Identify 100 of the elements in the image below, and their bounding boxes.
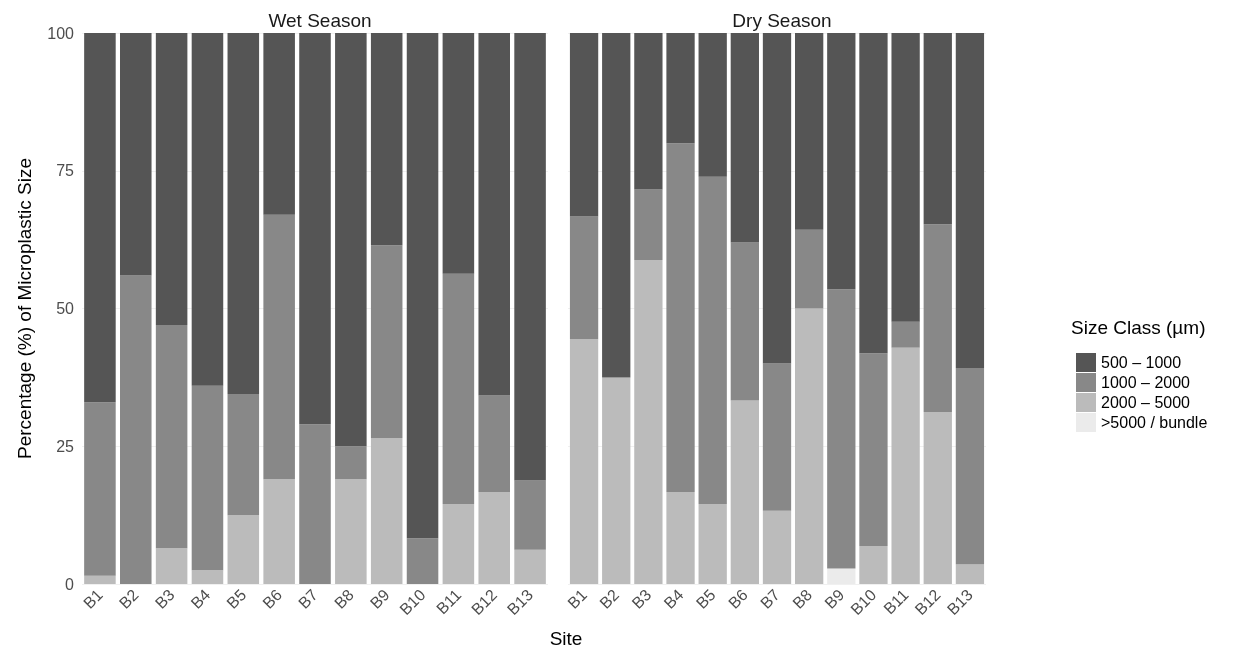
y-tick-label: 75 <box>56 162 75 180</box>
y-axis-title: Percentage (%) of Microplastic Size <box>14 158 35 459</box>
bar <box>370 245 403 438</box>
x-tick-label: B8 <box>789 585 816 612</box>
bar <box>795 308 824 584</box>
bar <box>263 214 295 480</box>
bar <box>923 33 952 225</box>
bar <box>227 33 260 394</box>
bar <box>263 33 295 215</box>
bar <box>155 33 188 326</box>
bar <box>442 273 475 505</box>
bar <box>155 325 188 549</box>
x-tick-label: B11 <box>880 585 912 618</box>
bar <box>335 446 367 480</box>
bar <box>795 229 824 309</box>
bar <box>634 33 663 190</box>
bar <box>191 570 224 584</box>
bar <box>120 275 152 584</box>
bar <box>827 289 856 569</box>
bar <box>478 491 510 584</box>
x-tick-label: B5 <box>692 585 719 612</box>
legend-label: 2000 – 5000 <box>1101 394 1191 411</box>
bar <box>120 33 152 276</box>
bar <box>762 33 792 364</box>
x-tick-label: B6 <box>259 585 286 612</box>
x-tick-label: B6 <box>725 585 751 612</box>
bar <box>859 545 888 584</box>
bar <box>514 33 546 481</box>
bar <box>634 260 663 584</box>
bar <box>370 437 403 584</box>
bar <box>514 480 546 550</box>
bar <box>666 491 695 584</box>
bar <box>442 504 475 584</box>
bar <box>335 33 367 447</box>
x-tick-label: B4 <box>187 585 214 612</box>
x-tick-label: B4 <box>660 585 687 612</box>
bar <box>227 515 260 584</box>
chart-title: Dry Season <box>732 10 832 31</box>
x-tick-label: B8 <box>331 585 357 612</box>
x-tick-label: B10 <box>847 585 880 619</box>
x-tick-label: B1 <box>564 585 591 612</box>
bar <box>478 395 510 492</box>
legend-label: >5000 / bundle <box>1101 414 1208 431</box>
legend-title: Size Class (µm) <box>1071 317 1206 338</box>
bar <box>299 33 331 425</box>
x-tick-label: B9 <box>821 585 848 612</box>
bar <box>406 538 439 584</box>
x-tick-label: B10 <box>396 585 429 619</box>
bar <box>370 33 403 246</box>
x-tick-label: B1 <box>80 585 106 612</box>
x-tick-label: B2 <box>596 585 623 612</box>
x-tick-label: B2 <box>115 585 142 612</box>
bar <box>263 479 295 584</box>
bar <box>666 33 695 144</box>
bar <box>191 385 224 571</box>
x-axis-title: Site <box>548 628 584 650</box>
bar <box>191 33 224 386</box>
bar <box>569 33 599 217</box>
x-tick-label: B13 <box>503 585 537 619</box>
y-tick-label: 100 <box>47 24 75 42</box>
bar <box>955 368 985 565</box>
x-tick-label: B13 <box>943 585 976 619</box>
bar <box>569 216 599 340</box>
bar <box>891 321 920 348</box>
bar <box>955 33 985 369</box>
bar <box>762 510 792 584</box>
bar <box>569 339 599 584</box>
bar <box>891 347 920 584</box>
bar <box>155 548 188 584</box>
bar <box>955 564 985 584</box>
bar <box>698 176 727 505</box>
bar <box>514 549 546 584</box>
bar <box>84 33 116 403</box>
bar <box>859 353 888 546</box>
legend-label: 500 – 1000 <box>1101 354 1182 371</box>
bar <box>84 402 116 576</box>
y-tick-label: 25 <box>56 437 75 455</box>
bar <box>227 393 260 516</box>
x-tick-label: B3 <box>151 585 178 612</box>
x-tick-label: B12 <box>911 585 944 619</box>
bar <box>698 33 727 177</box>
bar <box>730 242 759 401</box>
x-tick-label: B3 <box>628 585 655 612</box>
x-tick-label: B7 <box>757 585 784 612</box>
bar <box>602 33 631 378</box>
y-tick-label: 0 <box>65 575 75 593</box>
bar <box>478 33 510 396</box>
x-tick-label: B7 <box>295 585 322 612</box>
legend-label: 1000 – 2000 <box>1101 374 1191 391</box>
x-tick-label: B9 <box>366 585 393 612</box>
bar <box>762 363 792 511</box>
bar <box>698 504 727 584</box>
x-tick-label: B12 <box>468 585 501 619</box>
chart-title: Wet Season <box>268 10 372 31</box>
bar <box>335 479 367 584</box>
bar <box>299 424 331 584</box>
bar <box>891 33 920 322</box>
bar <box>442 33 475 274</box>
bar <box>730 400 759 584</box>
bar <box>602 377 631 584</box>
